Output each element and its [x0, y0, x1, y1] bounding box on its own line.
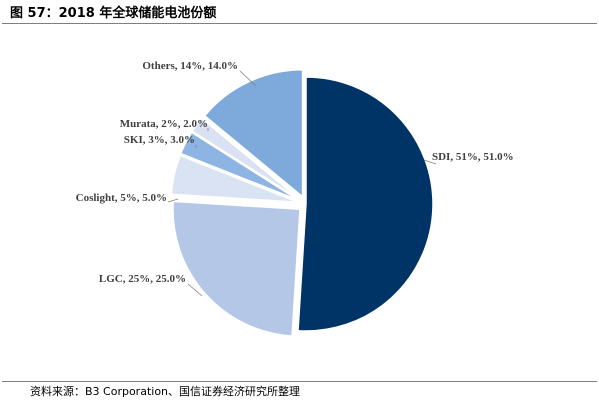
- pie-slice-ski: [179, 131, 300, 202]
- slice-label-sdi: SDI, 51%, 51.0%: [432, 151, 514, 163]
- slice-label-lgc: LGC, 25%, 25.0%: [99, 273, 186, 285]
- pie-slice-sdi: [297, 76, 434, 332]
- slice-label-coslight: Coslight, 5%, 5.0%: [76, 192, 167, 204]
- slice-label-ski: SKI, 3%, 3.0%: [124, 134, 195, 146]
- leader-line-others: [239, 70, 257, 87]
- bottom-rule: [2, 381, 597, 382]
- slice-label-murata: Murata, 2%, 2.0%: [120, 118, 208, 130]
- leader-line-sdi: [423, 159, 437, 165]
- slice-labels: SDI, 51%, 51.0% LGC, 25%, 25.0% Coslight, …: [76, 60, 514, 285]
- pie-slice-lgc: [172, 200, 301, 337]
- pie-slice-coslight: [170, 154, 299, 204]
- leader-lines: [167, 70, 437, 297]
- source-note: 资料来源：B3 Corporation、国信证券经济研究所整理: [30, 385, 301, 398]
- slice-label-others: Others, 14%, 14.0%: [142, 60, 238, 72]
- leader-line-lgc: [187, 283, 203, 297]
- leader-line-coslight: [167, 198, 179, 203]
- pie-slice-others: [203, 69, 304, 199]
- pie-slice-murata: [191, 117, 301, 200]
- figure-title: 图 57：2018 年全球储能电池份额: [10, 6, 217, 21]
- top-rule: [2, 23, 597, 24]
- pie-slices: [170, 69, 434, 337]
